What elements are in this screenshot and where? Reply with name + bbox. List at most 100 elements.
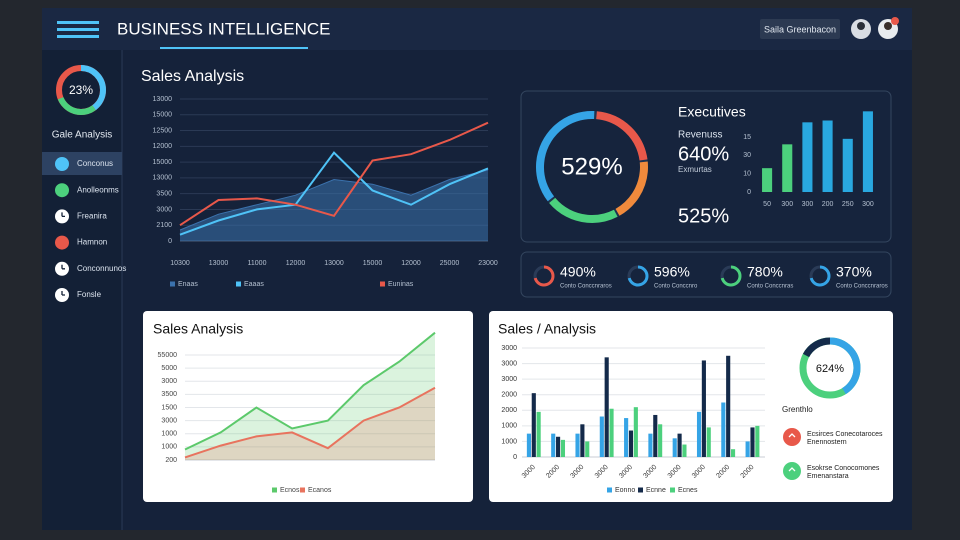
legend-swatch xyxy=(607,487,612,493)
sidebar-item[interactable]: Hamnon xyxy=(77,238,107,247)
y-tick-label: 15000 xyxy=(153,159,173,166)
y-tick-label: 12500 xyxy=(153,127,173,134)
side-item-sub: Emenanstara xyxy=(807,473,849,480)
legend-swatch xyxy=(170,281,175,287)
line xyxy=(184,331,436,451)
y-tick-label: 1000 xyxy=(501,438,517,445)
avatar-head xyxy=(884,22,892,30)
menu-line xyxy=(57,28,99,31)
chart-title: Sales Analysis xyxy=(153,321,243,337)
y-tick-label: 13000 xyxy=(153,96,173,103)
y-tick-label: 0 xyxy=(747,189,751,196)
sidebar-icon xyxy=(55,183,69,198)
notification-badge xyxy=(891,17,899,25)
legend-glyph xyxy=(788,467,796,472)
y-tick-label: 2000 xyxy=(501,392,517,399)
side-item: Esokrse Conocomones xyxy=(807,465,880,472)
legend-label: Euninas xyxy=(388,281,414,288)
sidebar-item[interactable]: Conconnunos xyxy=(77,264,126,273)
area xyxy=(185,387,435,460)
bar xyxy=(536,411,541,457)
x-tick-label: 200 xyxy=(822,201,834,208)
x-tick-label: 13000 xyxy=(209,260,229,267)
kpi-arc xyxy=(533,265,555,287)
y-tick-label: 1500 xyxy=(161,404,177,411)
legend-swatch xyxy=(236,281,241,287)
bar xyxy=(604,357,609,457)
bar xyxy=(551,433,556,457)
bar xyxy=(750,427,755,457)
header-button-label: Saila Greenbacon xyxy=(764,24,836,34)
bar xyxy=(531,393,536,457)
bar xyxy=(628,430,634,457)
bar xyxy=(802,122,813,192)
y-tick-label: 2000 xyxy=(501,407,517,414)
bar xyxy=(526,433,531,457)
card xyxy=(143,311,473,502)
y-tick-label: 0 xyxy=(513,454,517,461)
line xyxy=(184,386,436,459)
legend-swatch xyxy=(380,281,385,287)
sidebar-item[interactable]: Freanira xyxy=(77,212,107,221)
y-tick-label: 3000 xyxy=(501,376,517,383)
gauge-arc xyxy=(56,65,106,115)
legend-swatch xyxy=(670,487,675,493)
bar xyxy=(842,138,853,192)
y-tick-label: 30 xyxy=(743,152,751,159)
legend-label: Eonno xyxy=(615,487,635,494)
y-tick-label: 10 xyxy=(743,171,751,178)
kpi-arc xyxy=(809,265,831,287)
clock-hand xyxy=(61,264,65,270)
sidebar-title: Gale Analysis xyxy=(52,130,113,141)
legend-label: Ecnes xyxy=(678,487,698,494)
y-tick-label: 2100 xyxy=(156,222,172,229)
line xyxy=(179,169,489,231)
bar xyxy=(653,414,658,457)
y-tick-label: 5000 xyxy=(161,365,177,372)
x-tick-label: 25000 xyxy=(440,260,460,267)
kpi-panel xyxy=(520,251,892,298)
bar xyxy=(624,418,629,457)
executives-revenue: 640% xyxy=(678,143,729,165)
kpi-value: 596% xyxy=(654,264,690,280)
x-tick-label: 15000 xyxy=(363,260,383,267)
y-tick-label: 12000 xyxy=(153,143,173,150)
y-tick-label: 200 xyxy=(165,457,177,464)
title-underline xyxy=(160,47,308,49)
menu-icon[interactable] xyxy=(57,21,99,38)
y-tick-label: 3000 xyxy=(161,378,177,385)
y-tick-label: 1000 xyxy=(161,431,177,438)
bar xyxy=(706,427,711,457)
sidebar-item[interactable]: Fonsle xyxy=(77,290,102,299)
bar xyxy=(745,441,750,457)
y-tick-label: 13000 xyxy=(153,175,173,182)
header-button[interactable] xyxy=(760,19,840,39)
donut-arc xyxy=(536,111,648,223)
sidebar-item[interactable]: Anolleonms xyxy=(77,185,119,194)
y-tick-label: 3000 xyxy=(501,360,517,367)
executives-panel xyxy=(520,90,892,243)
sidebar-icon xyxy=(55,235,69,250)
y-tick-label: 15000 xyxy=(153,112,173,119)
donut-arc xyxy=(536,111,648,223)
y-tick-label: 3000 xyxy=(161,417,177,424)
legend-icon xyxy=(783,462,801,480)
bar xyxy=(648,433,653,457)
chart-title: Sales / Analysis xyxy=(498,321,596,337)
area xyxy=(185,332,435,460)
bar xyxy=(672,438,677,457)
donut-arc xyxy=(536,111,648,223)
y-tick-label: 3000 xyxy=(156,206,172,213)
side-donut-label: 624% xyxy=(816,363,844,375)
sidebar-item[interactable]: Conconus xyxy=(77,159,113,168)
y-tick-label: 55000 xyxy=(158,352,178,359)
gauge-arc xyxy=(56,65,106,115)
clock-hand xyxy=(61,212,65,218)
bar xyxy=(556,436,561,457)
donut-arc xyxy=(799,337,861,399)
executives-revenue-label: Revenuss xyxy=(678,130,722,141)
line xyxy=(179,151,489,236)
y-tick-label: 15 xyxy=(743,134,751,141)
side-item: Ecsirces Conecotaroces xyxy=(807,431,883,438)
